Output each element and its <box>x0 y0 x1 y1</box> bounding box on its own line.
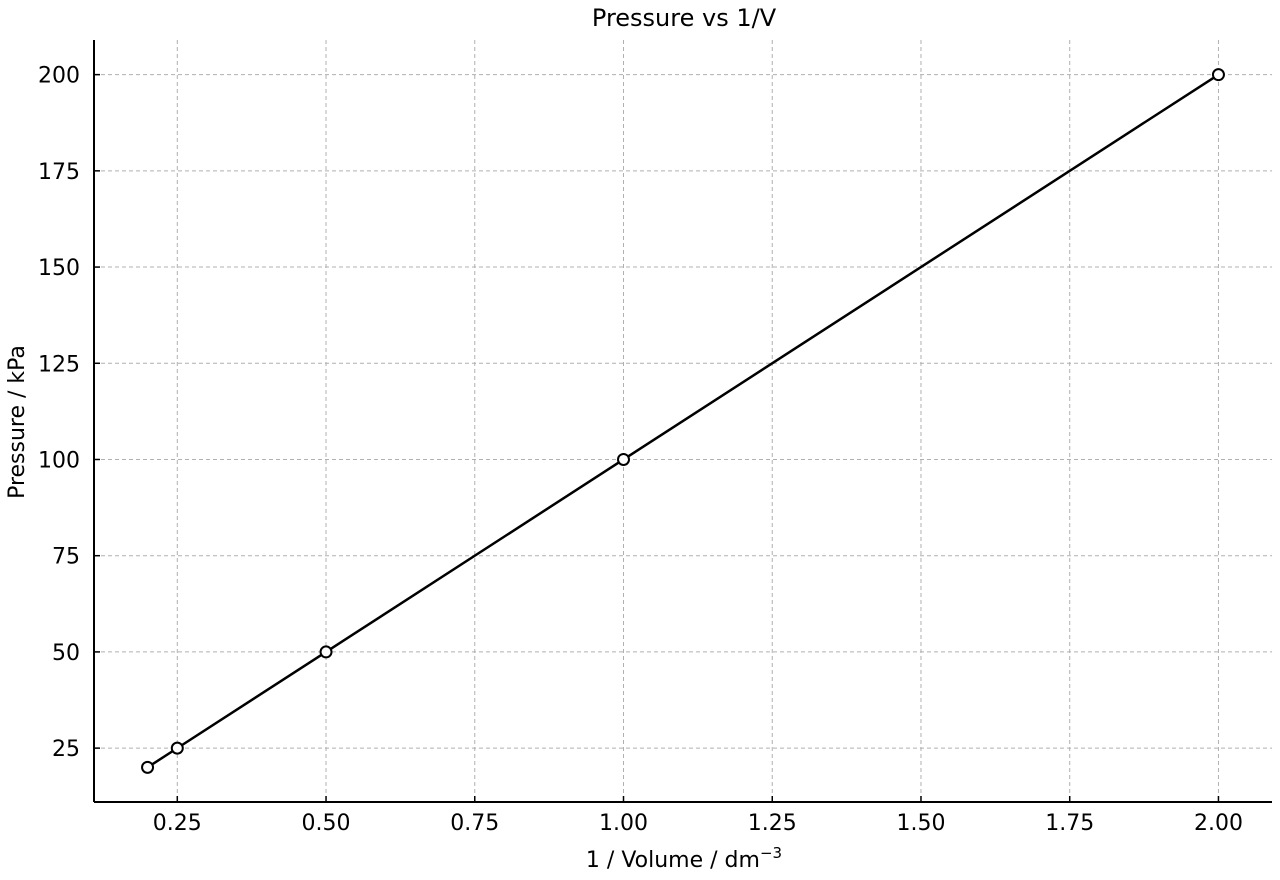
x-tick-label: 0.25 <box>153 811 202 836</box>
y-tick-label: 25 <box>52 737 80 762</box>
y-tick-label: 175 <box>38 160 80 185</box>
series-layer <box>141 68 1225 774</box>
y-tick-label: 200 <box>38 64 80 89</box>
y-tick-label: 125 <box>38 352 80 377</box>
x-tick-label: 0.75 <box>450 811 499 836</box>
series-line <box>146 73 1220 769</box>
y-tick-label: 150 <box>38 256 80 281</box>
x-tick-label: 1.50 <box>896 811 945 836</box>
grid-lines <box>94 40 1272 802</box>
data-point <box>1211 68 1225 82</box>
x-axis-title-text: 1 / Volume / dm <box>586 848 760 873</box>
chart-title: Pressure vs 1/V <box>592 4 777 32</box>
y-tick-label: 75 <box>52 545 80 570</box>
axes <box>93 40 1272 803</box>
data-point <box>319 645 333 659</box>
x-tick-label: 0.50 <box>302 811 351 836</box>
data-point <box>141 760 155 774</box>
x-ticks: 0.25 0.50 0.75 1.00 1.25 1.50 1.75 2.00 <box>153 796 1243 836</box>
x-axis-title-superscript: −3 <box>760 844 782 862</box>
y-tick-label: 50 <box>52 641 80 666</box>
y-ticks: 25 50 75 100 125 150 175 200 <box>38 64 100 762</box>
x-tick-label: 1.75 <box>1045 811 1094 836</box>
x-axis-title: 1 / Volume / dm−3 <box>586 844 782 873</box>
y-axis-title: Pressure / kPa <box>5 345 30 499</box>
x-tick-label: 2.00 <box>1194 811 1243 836</box>
y-tick-label: 100 <box>38 448 80 473</box>
x-tick-label: 1.00 <box>599 811 648 836</box>
data-point <box>617 452 631 466</box>
data-point <box>170 741 184 755</box>
x-tick-label: 1.25 <box>748 811 797 836</box>
